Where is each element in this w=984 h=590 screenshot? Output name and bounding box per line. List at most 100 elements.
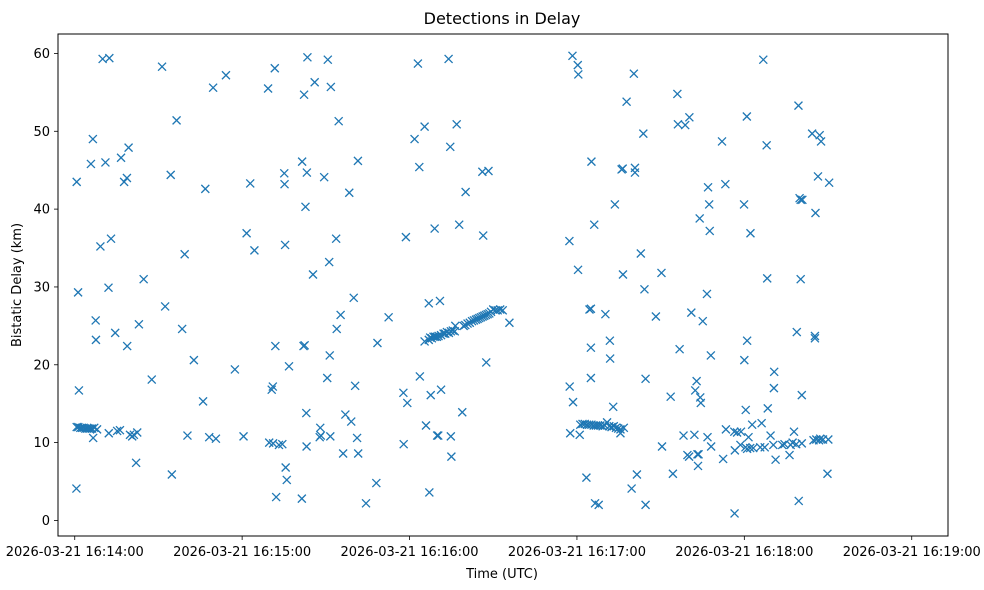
data-point-marker xyxy=(177,324,187,334)
data-point-marker xyxy=(104,428,114,438)
data-point-marker xyxy=(641,500,651,510)
data-point-marker xyxy=(679,431,688,441)
data-point-marker xyxy=(371,478,381,488)
data-point-marker xyxy=(310,77,320,87)
data-point-marker xyxy=(221,70,231,80)
x-tick-label: 2026-03-21 16:16:00 xyxy=(340,545,478,560)
data-point-marker xyxy=(104,283,113,293)
data-point-marker xyxy=(268,382,278,392)
data-point-marker xyxy=(575,430,585,440)
data-point-marker xyxy=(89,423,99,433)
data-point-marker xyxy=(131,458,141,468)
data-point-marker xyxy=(344,188,354,198)
data-point-marker xyxy=(636,249,646,258)
data-point-marker xyxy=(745,443,755,453)
data-point-marker xyxy=(589,220,599,230)
data-point-marker xyxy=(353,449,363,458)
data-point-marker xyxy=(573,60,583,70)
data-point-marker xyxy=(182,431,192,441)
data-point-marker xyxy=(586,304,596,314)
data-point-marker xyxy=(446,326,456,336)
y-tick-label: 50 xyxy=(33,125,50,140)
data-point-marker xyxy=(632,470,642,479)
data-point-marker xyxy=(498,305,508,315)
data-point-marker xyxy=(302,442,312,451)
data-point-marker xyxy=(249,245,259,255)
data-point-marker xyxy=(605,336,615,346)
data-point-marker xyxy=(325,350,335,360)
data-point-marker xyxy=(86,159,96,169)
data-point-marker xyxy=(813,171,823,181)
data-point-marker xyxy=(132,428,142,437)
data-point-marker xyxy=(481,357,491,367)
data-point-marker xyxy=(297,157,307,167)
data-point-marker xyxy=(797,195,807,205)
data-point-marker xyxy=(432,431,442,441)
data-point-marker xyxy=(410,134,420,144)
data-point-marker xyxy=(452,119,462,129)
data-point-marker xyxy=(747,420,757,430)
data-point-marker xyxy=(600,309,610,319)
data-point-marker xyxy=(402,398,412,408)
data-point-marker xyxy=(180,249,190,259)
data-point-marker xyxy=(106,234,116,244)
data-point-marker xyxy=(586,373,596,383)
data-point-marker xyxy=(797,438,807,448)
data-point-marker xyxy=(426,390,436,400)
data-point-marker xyxy=(810,333,820,343)
data-point-marker xyxy=(91,335,101,345)
data-point-marker xyxy=(100,157,110,167)
data-point-marker xyxy=(789,427,799,437)
data-points xyxy=(71,51,834,518)
data-point-marker xyxy=(698,316,708,326)
data-point-marker xyxy=(139,274,149,284)
data-point-marker xyxy=(690,385,700,395)
data-point-marker xyxy=(91,315,101,325)
data-point-marker xyxy=(281,463,291,472)
data-point-marker xyxy=(448,326,458,335)
data-point-marker xyxy=(573,265,583,275)
data-point-marker xyxy=(436,385,446,395)
y-tick-label: 20 xyxy=(33,358,50,373)
data-point-marker xyxy=(639,284,649,294)
data-point-marker xyxy=(693,449,702,459)
data-point-marker xyxy=(824,178,834,188)
y-axis-label: Bistatic Delay (km) xyxy=(10,223,25,347)
data-point-marker xyxy=(147,375,157,385)
data-point-marker xyxy=(657,268,666,278)
data-point-marker xyxy=(769,383,779,393)
x-tick-label: 2026-03-21 16:17:00 xyxy=(508,545,646,560)
data-point-marker xyxy=(172,115,182,125)
data-point-marker xyxy=(119,177,129,187)
data-point-marker xyxy=(413,59,423,69)
data-point-marker xyxy=(336,310,346,320)
data-point-marker xyxy=(211,434,221,444)
data-point-marker xyxy=(280,240,290,250)
data-point-marker xyxy=(302,52,312,62)
data-point-marker xyxy=(823,469,832,479)
data-point-marker xyxy=(615,428,625,438)
data-point-marker xyxy=(338,449,348,458)
data-point-marker xyxy=(297,494,307,504)
data-point-marker xyxy=(706,442,716,451)
data-point-marker xyxy=(434,331,444,341)
data-point-marker xyxy=(797,390,807,400)
data-point-marker xyxy=(167,470,177,479)
data-point-marker xyxy=(433,431,443,441)
data-point-marker xyxy=(157,62,167,72)
data-point-marker xyxy=(564,236,574,246)
data-point-marker xyxy=(302,168,312,177)
data-point-marker xyxy=(694,449,704,459)
data-point-marker xyxy=(630,163,640,173)
data-point-marker xyxy=(461,187,471,197)
data-point-marker xyxy=(684,452,694,462)
data-point-marker xyxy=(594,500,604,510)
data-point-marker xyxy=(430,224,440,234)
data-point-marker xyxy=(384,312,394,322)
data-point-marker xyxy=(73,287,83,297)
data-point-marker xyxy=(495,305,505,314)
data-point-marker xyxy=(686,308,696,318)
data-point-marker xyxy=(242,228,252,238)
data-point-marker xyxy=(695,213,705,223)
data-point-marker xyxy=(703,432,712,442)
